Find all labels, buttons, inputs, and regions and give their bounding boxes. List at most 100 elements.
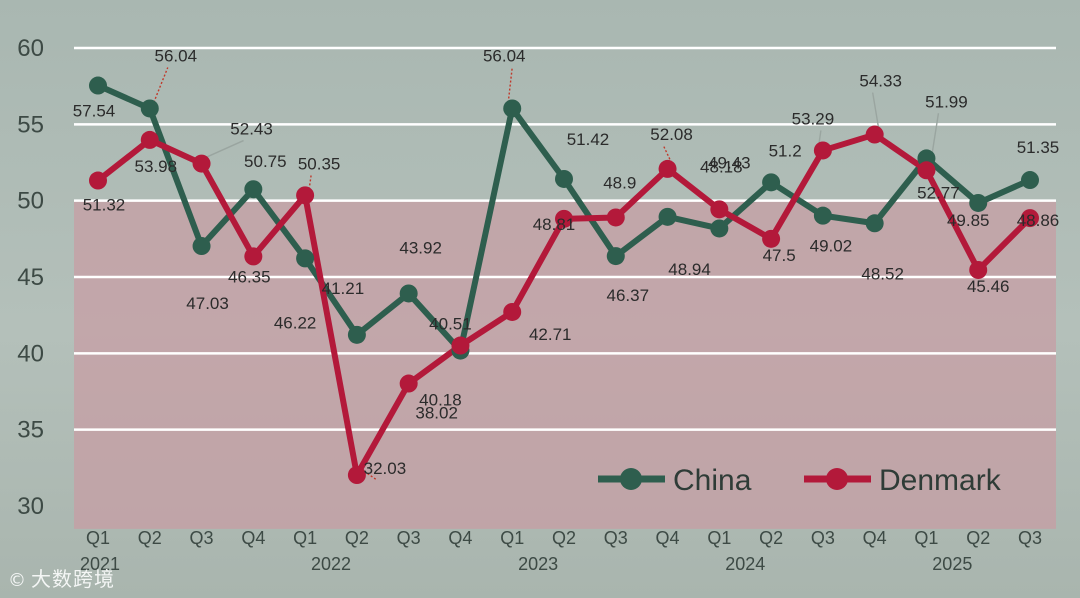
year-label: 2024 bbox=[725, 554, 765, 574]
data-label-china: 57.54 bbox=[73, 102, 116, 121]
x-tick-label: Q1 bbox=[914, 528, 938, 548]
data-label-denmark: 51.99 bbox=[925, 92, 968, 111]
data-label-denmark: 40.51 bbox=[429, 315, 472, 334]
data-point-china bbox=[1021, 171, 1039, 190]
data-point-china bbox=[658, 207, 677, 226]
data-point-china bbox=[503, 99, 522, 118]
data-label-china: 40.18 bbox=[419, 391, 462, 410]
x-axis: Q1 Q2 Q3 Q4 Q1 Q2 Q3 Q4 Q1 Q2 Q3 Q4 Q1 Q2 Q3 Q4 Q1 Q2 Q3 20… bbox=[80, 528, 1042, 574]
data-label-china: 51.2 bbox=[769, 141, 802, 160]
data-point-denmark bbox=[555, 209, 573, 228]
legend-denmark-marker bbox=[826, 468, 848, 490]
x-tick-label: Q3 bbox=[397, 528, 421, 548]
data-label-denmark: 48.81 bbox=[533, 215, 576, 234]
leader-line bbox=[360, 468, 378, 481]
leader-line bbox=[871, 92, 880, 129]
x-tick-label: Q4 bbox=[863, 528, 887, 548]
data-label-china: 46.22 bbox=[274, 313, 317, 332]
data-label-denmark: 53.98 bbox=[135, 157, 178, 176]
data-label-denmark: 54.33 bbox=[859, 72, 902, 91]
grid-layer bbox=[74, 46, 1056, 431]
year-label: 2025 bbox=[932, 554, 972, 574]
data-point-denmark bbox=[969, 260, 988, 279]
data-label-denmark: 53.29 bbox=[792, 109, 835, 128]
x-tick-label: Q2 bbox=[966, 528, 990, 548]
data-label-china: 56.04 bbox=[483, 46, 526, 65]
y-tick-label: 30 bbox=[17, 493, 44, 520]
data-label-denmark: 48.86 bbox=[1017, 211, 1060, 230]
data-label-china: 48.94 bbox=[668, 260, 711, 279]
data-point-china bbox=[865, 214, 884, 233]
x-tick-label: Q1 bbox=[500, 528, 524, 548]
data-label-denmark: 50.35 bbox=[298, 154, 341, 173]
data-point-denmark bbox=[244, 247, 263, 266]
x-tick-label: Q4 bbox=[656, 528, 680, 548]
data-label-china: 47.03 bbox=[186, 294, 229, 313]
data-point-denmark bbox=[762, 229, 781, 248]
data-point-denmark bbox=[658, 159, 677, 178]
data-label-denmark: 45.46 bbox=[967, 277, 1010, 296]
data-point-denmark bbox=[865, 125, 884, 144]
data-label-denmark: 48.9 bbox=[603, 173, 636, 192]
x-tick-label: Q4 bbox=[448, 528, 472, 548]
data-point-denmark bbox=[347, 466, 366, 485]
data-label-denmark: 52.43 bbox=[230, 120, 273, 139]
legend-denmark-label: Denmark bbox=[879, 464, 1002, 497]
data-point-denmark bbox=[192, 154, 211, 173]
leader-line bbox=[153, 67, 169, 103]
data-point-china bbox=[813, 206, 832, 225]
leader-line bbox=[507, 67, 513, 103]
data-label-china: 56.04 bbox=[155, 46, 198, 65]
legend-china-label: China bbox=[673, 464, 752, 497]
data-label-china: 49.85 bbox=[947, 211, 990, 230]
data-label-denmark: 38.02 bbox=[415, 404, 458, 423]
x-tick-label: Q3 bbox=[811, 528, 835, 548]
data-label-china: 50.75 bbox=[244, 152, 287, 171]
data-label-denmark: 47.5 bbox=[763, 246, 796, 265]
data-label-denmark: 32.03 bbox=[364, 459, 407, 478]
data-label-china: 48.52 bbox=[861, 264, 904, 283]
data-point-china bbox=[710, 219, 729, 238]
x-tick-label: Q3 bbox=[1018, 528, 1042, 548]
series-layer bbox=[89, 76, 1039, 485]
data-point-china bbox=[762, 173, 781, 192]
leader-line bbox=[308, 175, 312, 190]
data-label-china: 48.18 bbox=[700, 157, 743, 176]
y-tick-label: 35 bbox=[17, 417, 44, 444]
legend-china-marker bbox=[620, 468, 642, 490]
logo-icon: © bbox=[8, 570, 27, 591]
data-point-china bbox=[555, 169, 573, 188]
shaded-band-layer bbox=[74, 200, 1056, 529]
data-point-denmark bbox=[813, 141, 832, 160]
x-tick-label: Q1 bbox=[707, 528, 731, 548]
data-point-denmark bbox=[296, 186, 315, 205]
year-label: 2021 bbox=[80, 554, 120, 574]
x-tick-label: Q2 bbox=[552, 528, 576, 548]
data-point-denmark bbox=[917, 161, 936, 180]
data-label-denmark: 49.43 bbox=[708, 153, 751, 172]
data-point-denmark bbox=[1021, 209, 1039, 228]
legend: China Denmark bbox=[598, 464, 1002, 497]
year-label: 2023 bbox=[518, 554, 558, 574]
data-point-china bbox=[347, 325, 366, 344]
x-tick-label: Q3 bbox=[190, 528, 214, 548]
watermark-text: 大数跨境 bbox=[31, 567, 115, 591]
x-tick-label: Q2 bbox=[345, 528, 369, 548]
data-point-denmark bbox=[140, 130, 159, 149]
data-label-denmark: 51.32 bbox=[83, 196, 126, 215]
y-tick-label: 55 bbox=[17, 111, 44, 138]
leader-line bbox=[818, 130, 822, 145]
data-label-china: 46.37 bbox=[607, 286, 650, 305]
data-point-denmark bbox=[451, 336, 470, 355]
data-label-china: 51.42 bbox=[567, 130, 610, 149]
data-label-china: 49.02 bbox=[810, 237, 853, 256]
data-label-denmark: 46.35 bbox=[228, 267, 271, 286]
shaded-band bbox=[74, 200, 1056, 529]
data-label-china: 41.21 bbox=[322, 279, 365, 298]
data-point-denmark bbox=[503, 302, 522, 321]
data-point-china bbox=[192, 237, 211, 256]
data-label-china: 52.77 bbox=[917, 183, 960, 202]
watermark: © 大数跨境 bbox=[8, 563, 115, 592]
data-point-china bbox=[399, 284, 418, 303]
